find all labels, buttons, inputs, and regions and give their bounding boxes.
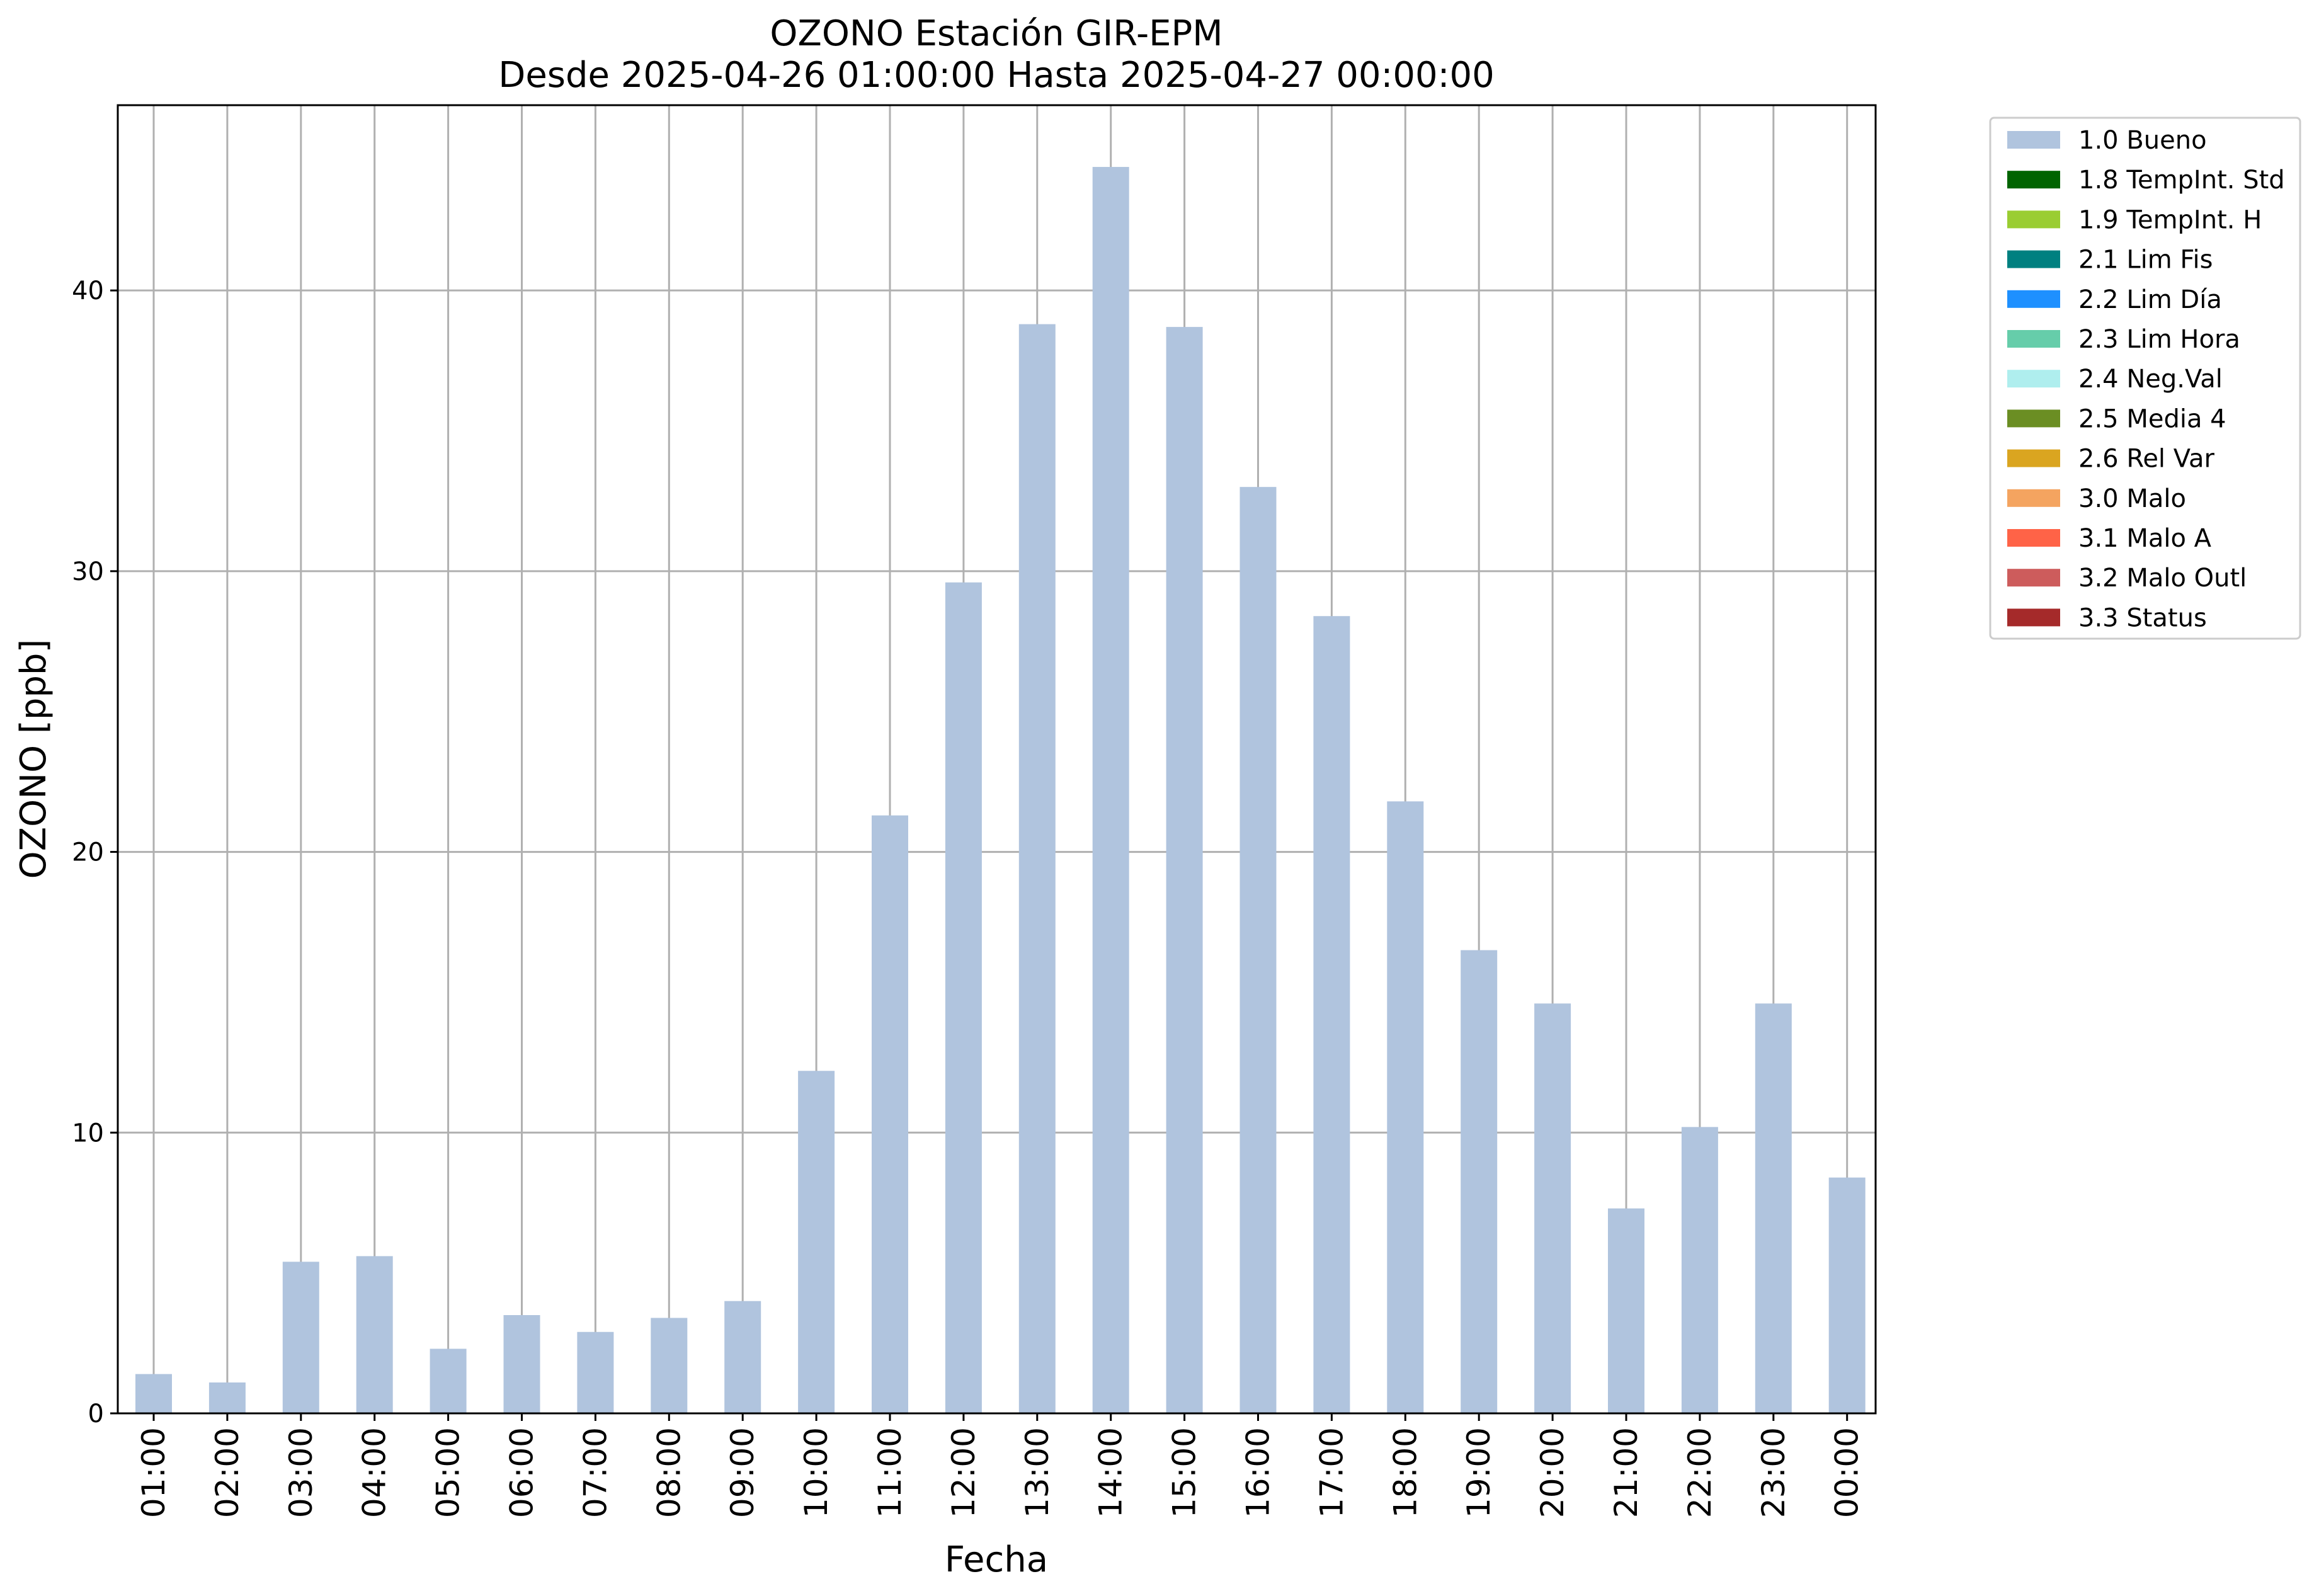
legend-label: 1.0 Bueno (2078, 126, 2207, 155)
bar-1200 (945, 582, 982, 1413)
x-tick-label: 15:00 (1166, 1427, 1203, 1518)
legend-swatch (2007, 290, 2060, 308)
legend-label: 2.3 Lim Hora (2078, 325, 2240, 354)
legend-swatch (2007, 210, 2060, 229)
legend-swatch (2007, 409, 2060, 428)
x-tick-label: 07:00 (577, 1427, 613, 1518)
bar-2300 (1755, 1003, 1792, 1413)
y-tick-label: 30 (72, 557, 104, 586)
bar-2200 (1681, 1127, 1718, 1413)
legend-label: 3.2 Malo Outl (2078, 564, 2247, 593)
y-tick-label: 0 (88, 1399, 104, 1428)
bar-1100 (872, 815, 908, 1413)
x-tick-label: 09:00 (724, 1427, 761, 1518)
legend-swatch (2007, 250, 2060, 268)
x-axis-ticks: 01:00 02:00 03:00 04:00 05:00 06:00 07:00 08:00… (135, 1413, 1866, 1518)
x-tick-label: 02:00 (209, 1427, 246, 1518)
bar-1300 (1018, 324, 1056, 1413)
y-tick-label: 40 (72, 276, 104, 305)
legend-label: 2.1 Lim Fis (2078, 246, 2213, 275)
bar-0100 (135, 1374, 172, 1413)
legend-swatch (2007, 131, 2060, 149)
x-tick-label: 13:00 (1019, 1427, 1056, 1518)
bars (135, 167, 1866, 1414)
bar-0800 (651, 1318, 688, 1413)
x-tick-label: 12:00 (945, 1427, 982, 1518)
bar-0400 (356, 1256, 393, 1413)
x-tick-label: 11:00 (872, 1427, 908, 1518)
bar-0700 (577, 1331, 614, 1413)
legend-label: 2.2 Lim Día (2078, 285, 2222, 314)
bar-0300 (282, 1262, 319, 1413)
bar-1000 (798, 1071, 835, 1413)
bar-0900 (724, 1301, 761, 1413)
legend-label: 3.3 Status (2078, 603, 2207, 632)
x-tick-label: 19:00 (1461, 1427, 1497, 1518)
x-tick-label: 01:00 (135, 1427, 172, 1518)
x-tick-label: 10:00 (798, 1427, 835, 1518)
bar-1800 (1387, 801, 1424, 1413)
y-tick-label: 20 (72, 838, 104, 867)
legend-swatch (2007, 489, 2060, 507)
y-axis-ticks: 0 10 20 30 40 (72, 276, 118, 1428)
x-tick-label: 21:00 (1608, 1427, 1644, 1518)
legend-label: 1.8 TempInt. Std (2078, 166, 2285, 195)
x-tick-label: 08:00 (651, 1427, 687, 1518)
bar-2000 (1534, 1003, 1571, 1413)
plot-frame (117, 104, 1877, 1415)
x-tick-label: 14:00 (1093, 1427, 1129, 1518)
x-tick-label: 04:00 (356, 1427, 393, 1518)
x-tick-label: 23:00 (1755, 1427, 1792, 1518)
legend-label: 2.5 Media 4 (2078, 404, 2226, 433)
bar-1900 (1461, 950, 1498, 1413)
x-tick-label: 18:00 (1387, 1427, 1423, 1518)
y-tick-label: 10 (72, 1119, 104, 1148)
x-tick-label: 20:00 (1534, 1427, 1571, 1518)
y-axis-label: OZONO [ppb] (13, 639, 54, 879)
bar-1500 (1166, 327, 1203, 1414)
legend-swatch (2007, 330, 2060, 348)
legend-swatch (2007, 569, 2060, 587)
x-tick-label: 03:00 (283, 1427, 319, 1518)
x-tick-label: 22:00 (1682, 1427, 1718, 1518)
legend-label: 2.4 Neg.Val (2078, 365, 2223, 394)
chart-title: OZONO Estación GIR-EPM (770, 13, 1222, 54)
legend-swatch (2007, 608, 2060, 627)
bar-1600 (1239, 487, 1277, 1413)
bar-0200 (208, 1382, 246, 1413)
x-tick-label: 05:00 (430, 1427, 467, 1518)
legend-label: 1.9 TempInt. H (2078, 205, 2262, 234)
legend-frame (1989, 117, 2301, 640)
bar-0000 (1828, 1177, 1866, 1413)
legend-label: 3.1 Malo A (2078, 524, 2212, 553)
legend-label: 2.6 Rel Var (2078, 445, 2215, 474)
bar-1400 (1092, 167, 1129, 1413)
legend-label: 3.0 Malo (2078, 484, 2186, 513)
bar-2100 (1608, 1208, 1644, 1413)
legend-swatch (2007, 449, 2060, 467)
legend-swatch (2007, 529, 2060, 547)
legend-swatch (2007, 171, 2060, 189)
x-tick-label: 06:00 (504, 1427, 540, 1518)
x-tick-label: 00:00 (1829, 1427, 1866, 1518)
bar-1700 (1313, 616, 1350, 1413)
legend-swatch (2007, 370, 2060, 388)
x-axis-label: Fecha (945, 1539, 1048, 1580)
bar-0500 (430, 1348, 467, 1413)
chart-subtitle: Desde 2025-04-26 01:00:00 Hasta 2025-04-… (498, 55, 1495, 96)
legend: 1.0 Bueno 1.8 TempInt. Std 1.9 TempInt. H 2… (1989, 117, 2301, 640)
x-tick-label: 16:00 (1240, 1427, 1277, 1518)
x-tick-label: 17:00 (1313, 1427, 1350, 1518)
bar-0600 (503, 1315, 540, 1413)
